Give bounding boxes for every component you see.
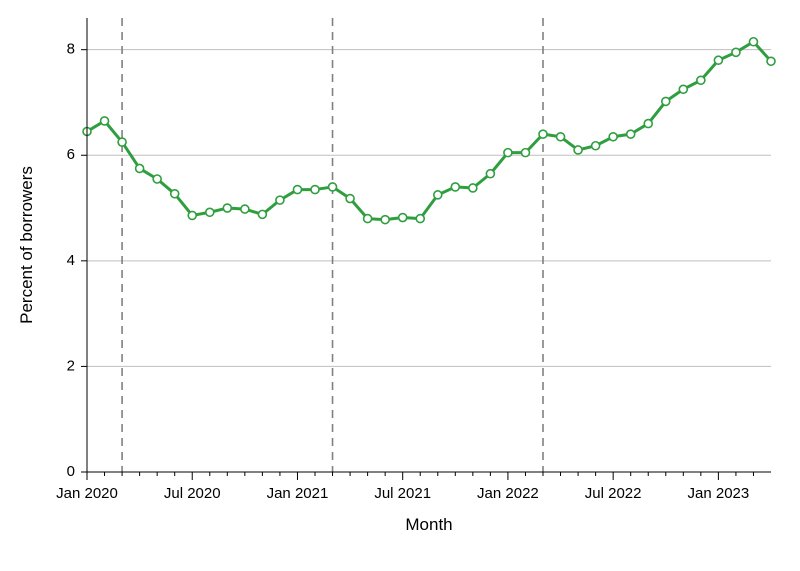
y-tick-label: 0 xyxy=(67,463,75,480)
y-axis-label: Percent of borrowers xyxy=(17,166,36,324)
data-point xyxy=(416,215,424,223)
data-point xyxy=(241,205,249,213)
chart-svg: 0 2 4 6 8 Jan 2020 Jul 2020 Jan 2021 Jul 2021 Ja… xyxy=(0,0,800,571)
data-point xyxy=(592,142,600,150)
data-point xyxy=(311,186,319,194)
data-point xyxy=(293,186,301,194)
data-point xyxy=(714,56,722,64)
y-tick-label: 8 xyxy=(67,41,75,58)
data-point xyxy=(171,190,179,198)
data-point xyxy=(749,38,757,46)
data-point xyxy=(101,117,109,125)
data-point xyxy=(346,195,354,203)
data-point xyxy=(381,216,389,224)
data-point xyxy=(697,76,705,84)
data-point xyxy=(206,208,214,216)
data-point xyxy=(504,149,512,157)
data-point xyxy=(469,184,477,192)
y-tick-label: 4 xyxy=(67,252,75,269)
data-point xyxy=(521,149,529,157)
line-chart: 0 2 4 6 8 Jan 2020 Jul 2020 Jan 2021 Jul 2021 Ja… xyxy=(0,0,800,571)
data-point xyxy=(276,196,284,204)
data-point xyxy=(136,164,144,172)
data-point xyxy=(732,48,740,56)
x-tick-label: Jan 2022 xyxy=(477,485,539,502)
data-point xyxy=(364,215,372,223)
data-point xyxy=(662,97,670,105)
data-point xyxy=(188,211,196,219)
data-point xyxy=(539,130,547,138)
data-point xyxy=(451,183,459,191)
data-point xyxy=(153,175,161,183)
y-tick-label: 6 xyxy=(67,146,75,163)
data-point xyxy=(329,183,337,191)
y-tick-label: 2 xyxy=(67,357,75,374)
x-tick-label: Jan 2021 xyxy=(267,485,329,502)
x-tick-label: Jan 2020 xyxy=(56,485,118,502)
data-point xyxy=(223,204,231,212)
data-point xyxy=(258,210,266,218)
data-point xyxy=(399,214,407,222)
data-point xyxy=(486,170,494,178)
data-point xyxy=(627,130,635,138)
x-tick-label: Jul 2020 xyxy=(164,485,221,502)
x-tick-label: Jul 2022 xyxy=(585,485,642,502)
x-tick-label: Jul 2021 xyxy=(374,485,431,502)
data-point xyxy=(557,133,565,141)
data-point xyxy=(434,191,442,199)
data-point xyxy=(679,85,687,93)
x-axis-label: Month xyxy=(405,515,452,534)
data-point xyxy=(118,138,126,146)
data-point xyxy=(574,146,582,154)
data-point xyxy=(644,120,652,128)
data-point xyxy=(609,133,617,141)
x-tick-label: Jan 2023 xyxy=(688,485,750,502)
data-point xyxy=(767,57,775,65)
